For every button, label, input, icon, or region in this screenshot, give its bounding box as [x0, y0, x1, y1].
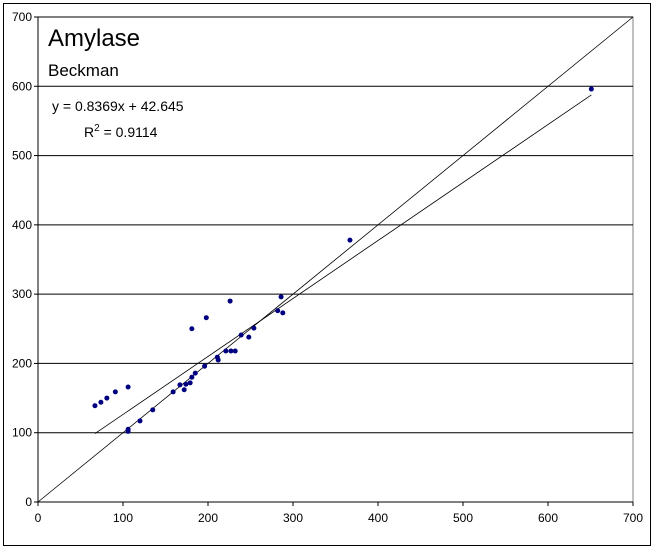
- point: [98, 399, 104, 405]
- point: [92, 403, 98, 409]
- point: [246, 334, 252, 340]
- point: [251, 325, 257, 331]
- point: [238, 332, 244, 338]
- point: [275, 308, 281, 314]
- point: [170, 389, 176, 395]
- point: [588, 86, 594, 92]
- point: [150, 407, 156, 413]
- point: [227, 298, 233, 304]
- r2-exponent: 2: [94, 123, 100, 134]
- point: [278, 294, 284, 300]
- y-tick-label: 0: [25, 495, 32, 509]
- x-tick-label: 700: [623, 511, 643, 525]
- point: [223, 348, 229, 354]
- point: [203, 315, 209, 321]
- chart-subtitle: Beckman: [48, 61, 119, 80]
- point: [177, 382, 183, 388]
- x-tick-label: 300: [283, 511, 303, 525]
- chart-title: Amylase: [48, 25, 140, 52]
- point: [202, 363, 208, 369]
- point: [187, 380, 193, 386]
- y-tick-label: 100: [12, 426, 32, 440]
- equation: y = 0.8369x + 42.645: [52, 98, 184, 114]
- point: [347, 237, 353, 243]
- point: [125, 428, 131, 434]
- trendline: [94, 94, 592, 434]
- point: [232, 348, 238, 354]
- y-tick-label: 400: [12, 218, 32, 232]
- x-tick-label: 600: [538, 511, 558, 525]
- point: [112, 389, 118, 395]
- chart-frame: [3, 3, 651, 546]
- point: [228, 348, 234, 354]
- point: [189, 326, 195, 332]
- point: [192, 370, 198, 376]
- point: [280, 310, 286, 316]
- r2-text: = 0.9114: [100, 124, 158, 140]
- x-tick-label: 500: [453, 511, 473, 525]
- r-squared: R2 = 0.9114: [84, 123, 158, 140]
- point: [183, 381, 189, 387]
- x-tick-label: 0: [35, 511, 42, 525]
- point: [181, 387, 187, 393]
- x-tick-label: 100: [113, 511, 133, 525]
- x-tick-label: 400: [368, 511, 388, 525]
- identity-line: [37, 16, 634, 503]
- y-tick-label: 700: [12, 10, 32, 24]
- y-tick-label: 300: [12, 287, 32, 301]
- point: [104, 395, 110, 401]
- x-tick-label: 200: [198, 511, 218, 525]
- point: [215, 357, 221, 363]
- y-tick-label: 600: [12, 79, 32, 93]
- point: [125, 384, 131, 390]
- y-tick-label: 200: [12, 356, 32, 370]
- r2-symbol: R: [84, 124, 94, 140]
- y-tick-label: 500: [12, 149, 32, 163]
- point: [189, 374, 195, 380]
- point: [137, 418, 143, 424]
